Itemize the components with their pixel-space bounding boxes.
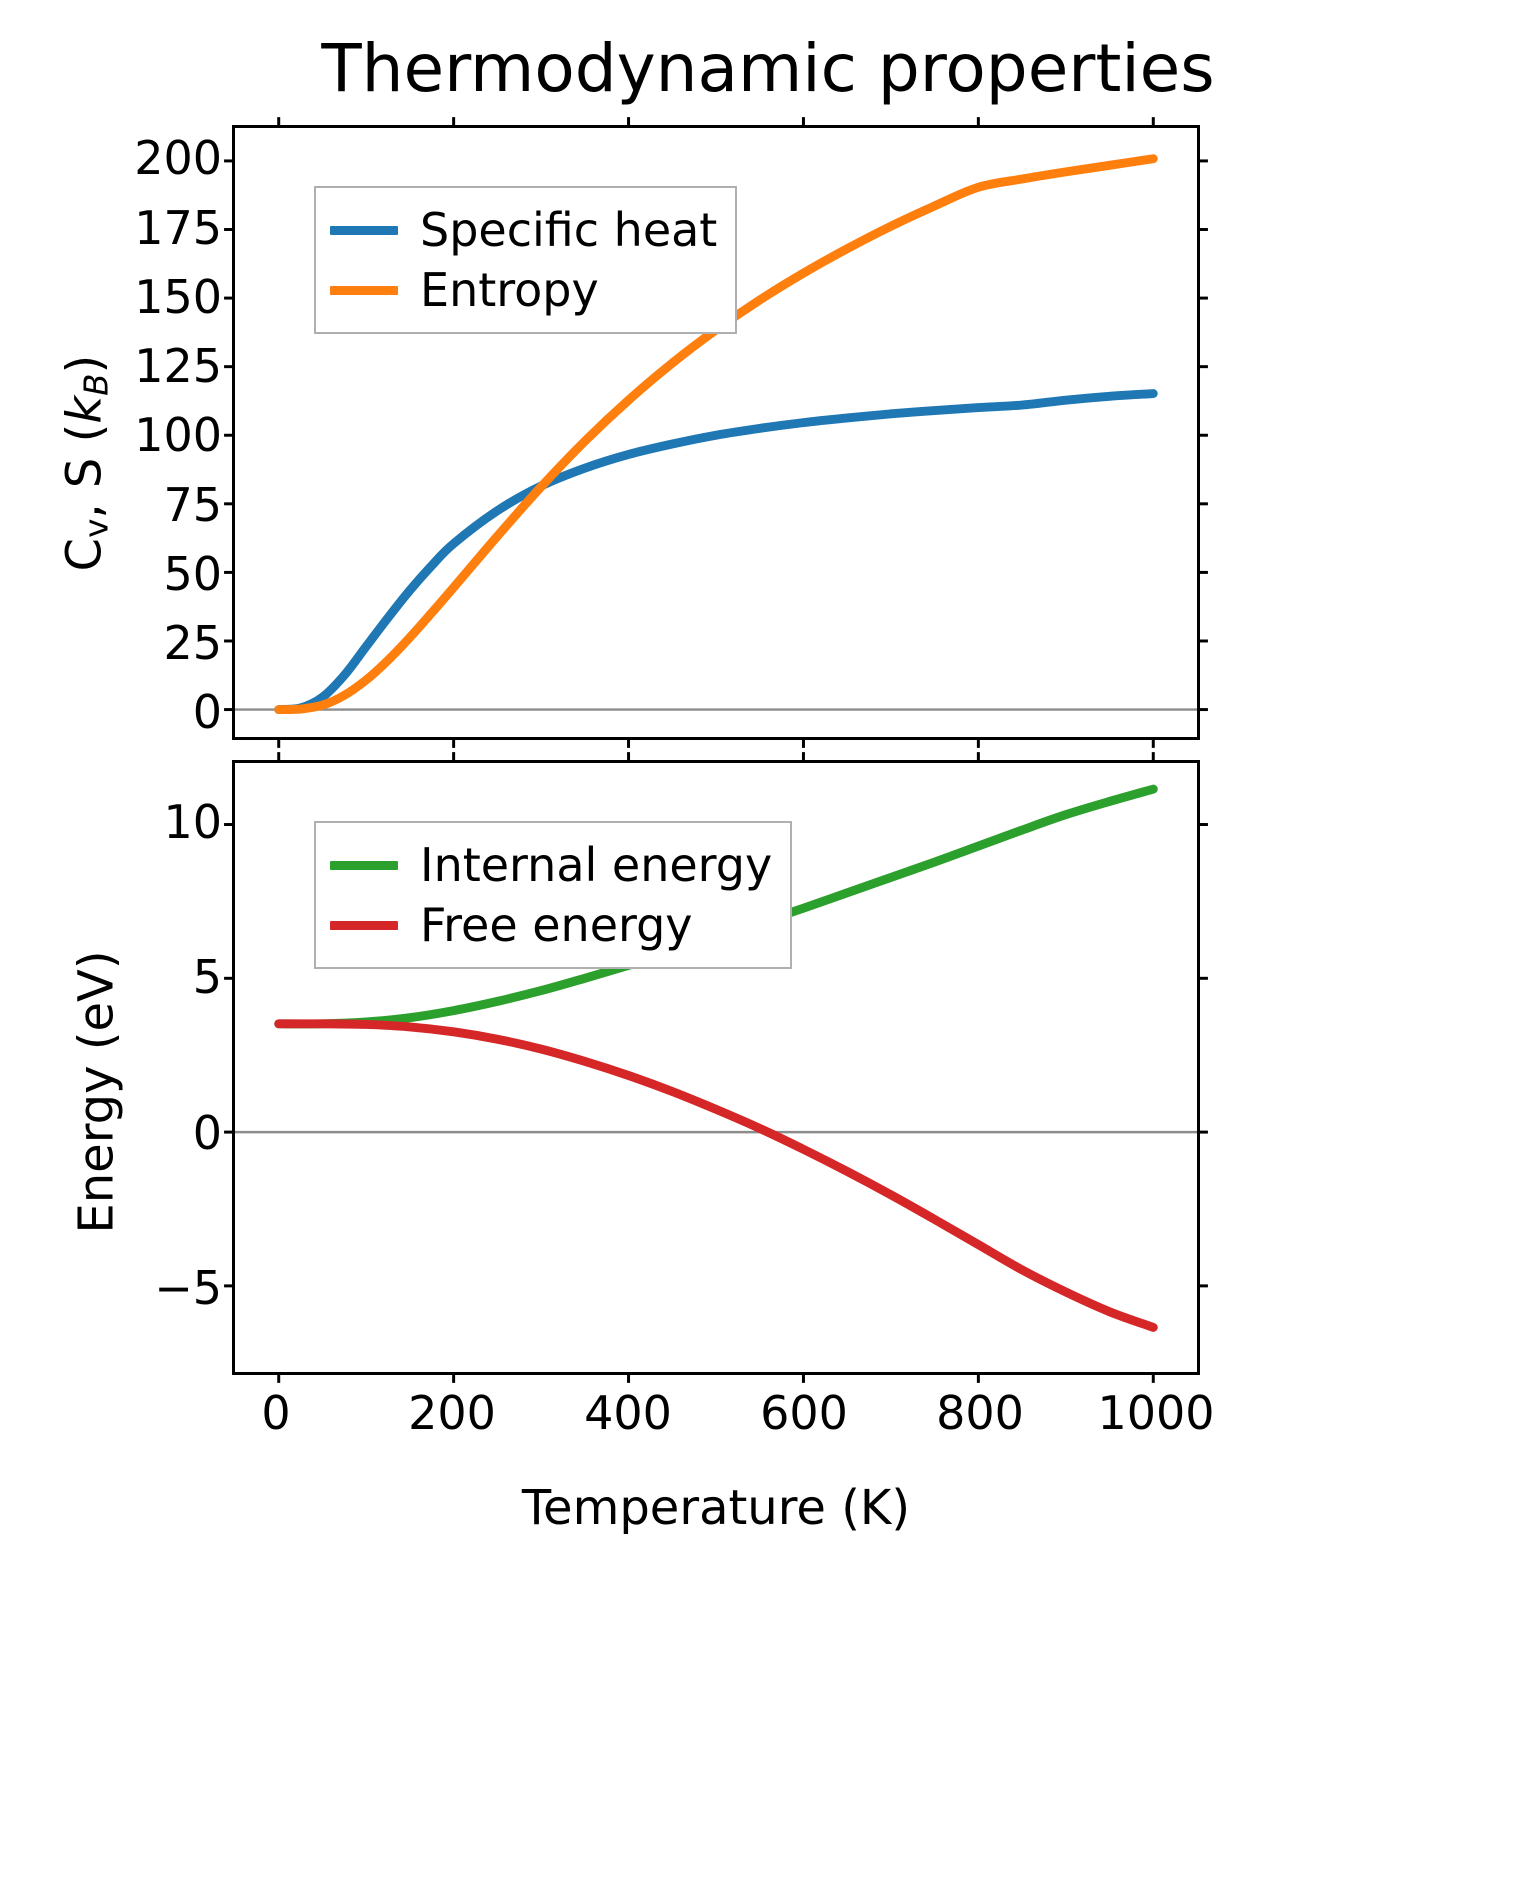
x-tick-label: 800 — [936, 1386, 1024, 1440]
top-panel-plot-area — [224, 117, 1208, 748]
y-tick-label: 150 — [134, 269, 222, 324]
y-tick-label: 75 — [163, 477, 222, 532]
series-line — [274, 389, 1158, 715]
legend-color-swatch — [330, 860, 398, 870]
y-tick-label: 10 — [163, 795, 222, 850]
y-tick-label: −5 — [154, 1261, 222, 1316]
y-tick-label: 25 — [163, 616, 222, 671]
legend-label: Internal energy — [420, 838, 773, 892]
x-tick-label: 600 — [760, 1386, 848, 1440]
bottom-panel-legend: Internal energy Free energy — [314, 821, 793, 969]
y-tick-label: 0 — [192, 685, 222, 740]
y-tick-label: 5 — [192, 950, 222, 1005]
top-panel-y-axis-label: Cv, S (kB) — [56, 354, 116, 572]
x-tick-label: 400 — [584, 1386, 672, 1440]
legend-label: Specific heat — [420, 203, 718, 257]
x-tick-label: 1000 — [1097, 1386, 1215, 1440]
legend-color-swatch — [330, 920, 398, 930]
y-tick-label: 175 — [134, 200, 222, 255]
top-panel-ytick-labels: 200 175 150 125 100 75 50 25 0 — [22, 125, 222, 740]
series-line — [274, 154, 1158, 715]
y-tick-label: 0 — [192, 1105, 222, 1160]
top-panel-legend: Specific heat Entropy — [314, 186, 738, 334]
bottom-panel-ytick-labels: 10 5 0 −5 — [22, 760, 222, 1375]
page-title: Thermodynamic properties — [321, 30, 1215, 107]
y-tick-label: 125 — [134, 339, 222, 393]
y-tick-label: 100 — [134, 408, 222, 463]
legend-entry: Free energy — [330, 895, 772, 955]
x-axis-label: Temperature (K) — [521, 1480, 911, 1536]
y-tick-label: 200 — [134, 131, 222, 186]
legend-color-swatch — [330, 225, 398, 235]
y-tick-label: 50 — [163, 546, 222, 601]
legend-entry: Specific heat — [330, 200, 717, 260]
legend-label: Entropy — [420, 263, 599, 317]
x-tick-label: 0 — [261, 1386, 291, 1440]
legend-entry: Internal energy — [330, 835, 772, 895]
legend-color-swatch — [330, 285, 398, 295]
series-line — [274, 1019, 1158, 1332]
legend-label: Free energy — [420, 898, 693, 952]
bottom-panel-y-axis-label: Energy (eV) — [68, 950, 125, 1234]
x-tick-label: 200 — [408, 1386, 496, 1440]
legend-entry: Entropy — [330, 260, 717, 320]
